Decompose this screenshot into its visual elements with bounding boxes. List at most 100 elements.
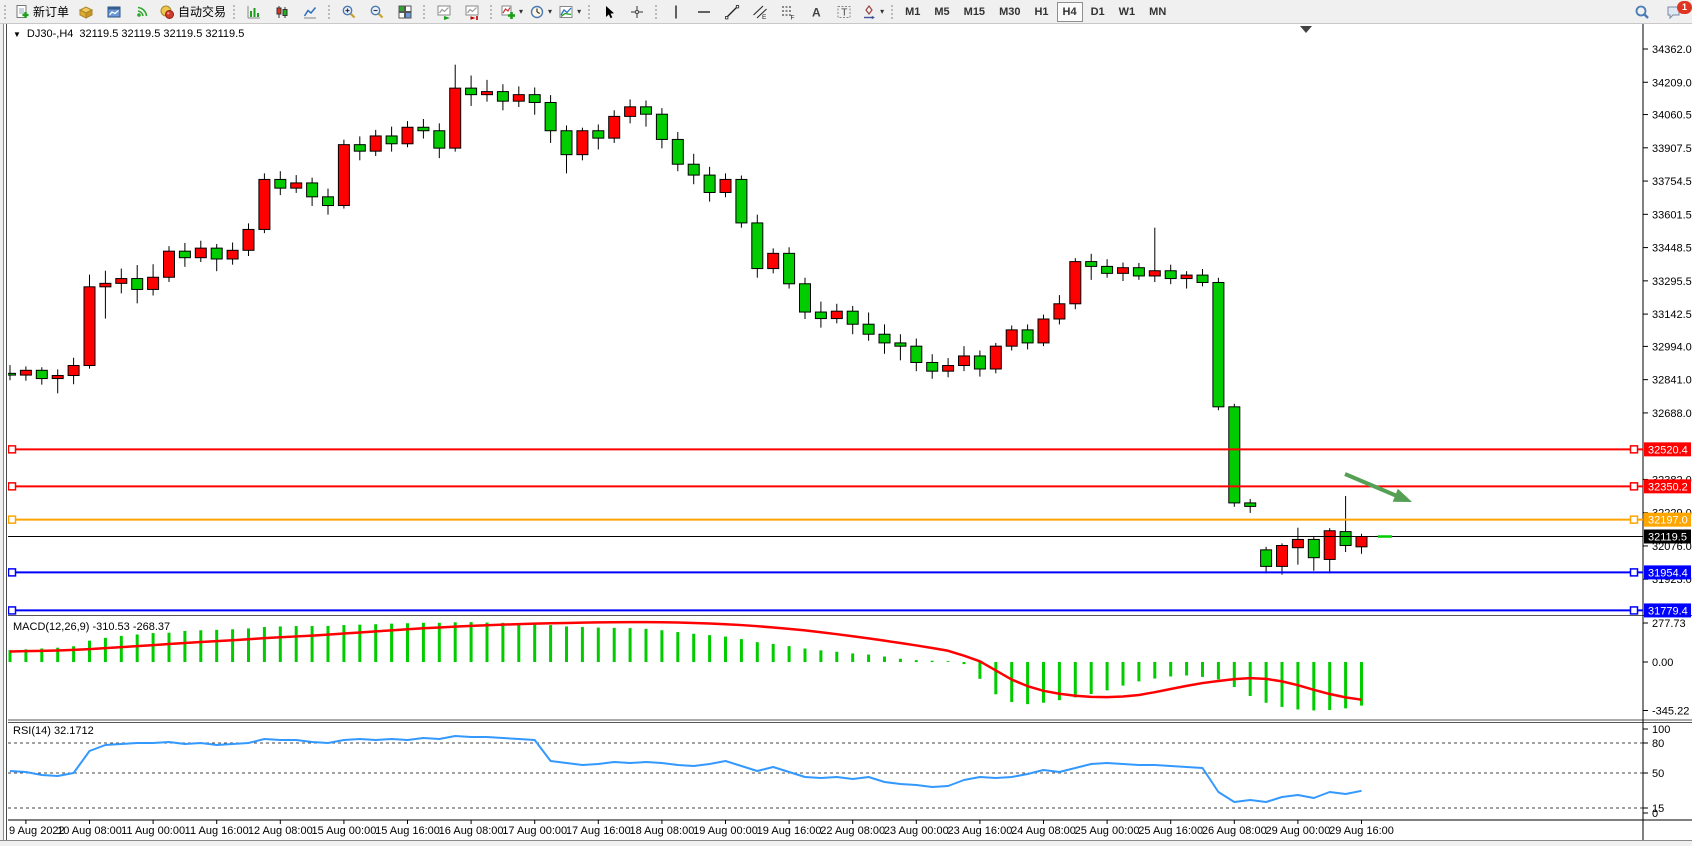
fibonacci-tool-button[interactable]: F xyxy=(774,1,802,23)
signals-icon xyxy=(137,6,148,17)
new-order-icon xyxy=(16,4,29,18)
notification-badge: 1 xyxy=(1677,0,1692,14)
toolbar-group-handle[interactable] xyxy=(489,3,494,20)
new-chart-button[interactable] xyxy=(100,1,128,23)
autotrading-button[interactable]: 自动交易 xyxy=(156,1,229,23)
svg-text:E: E xyxy=(762,14,767,20)
chart-window: ▼ DJ30-,H4 32119.5 32119.5 32119.5 32119… xyxy=(0,24,1692,846)
timeframe-button-w1[interactable]: W1 xyxy=(1118,5,1136,18)
new-order-button[interactable]: 新订单 xyxy=(11,1,72,23)
timeframe-button-m5[interactable]: M5 xyxy=(934,5,950,18)
toolbar-group-handle[interactable] xyxy=(422,3,427,20)
svg-text:23 Aug 00:00: 23 Aug 00:00 xyxy=(884,825,949,837)
toolbar-group-handle[interactable] xyxy=(890,3,895,20)
svg-text:18 Aug 08:00: 18 Aug 08:00 xyxy=(629,825,694,837)
templates-button[interactable]: ▾ xyxy=(555,1,584,23)
zoom-out-icon xyxy=(370,5,384,18)
svg-text:19 Aug 00:00: 19 Aug 00:00 xyxy=(693,825,758,837)
svg-text:32841.0: 32841.0 xyxy=(1652,375,1692,387)
svg-text:16 Aug 08:00: 16 Aug 08:00 xyxy=(439,825,504,837)
cursor-tool-button[interactable] xyxy=(595,1,623,23)
toolbar-group-handle[interactable] xyxy=(232,3,237,20)
text-label-tool-button[interactable]: T xyxy=(830,1,858,23)
macd-signal-line xyxy=(9,620,1362,701)
templates-icon xyxy=(559,5,573,18)
timeframe-button-mn[interactable]: MN xyxy=(1149,5,1167,18)
text-tool-button[interactable]: A xyxy=(802,1,830,23)
candles-icon xyxy=(276,5,288,18)
timeframe-button-m1[interactable]: M1 xyxy=(905,5,921,18)
svg-text:32350.2: 32350.2 xyxy=(1648,481,1688,493)
text-icon: A xyxy=(812,5,821,19)
window-frame-inner-line xyxy=(6,24,7,840)
svg-text:26 Aug 08:00: 26 Aug 08:00 xyxy=(1202,825,1267,837)
svg-text:31954.4: 31954.4 xyxy=(1648,567,1688,579)
chart-shift-icon xyxy=(465,5,479,20)
svg-text:0.00: 0.00 xyxy=(1652,657,1673,669)
toolbar-group-handle[interactable] xyxy=(587,3,592,20)
svg-text:10 Aug 08:00: 10 Aug 08:00 xyxy=(57,825,122,837)
trend-arrow-annotation[interactable] xyxy=(1344,472,1412,502)
svg-text:277.73: 277.73 xyxy=(1652,618,1686,630)
price-chart-canvas[interactable]: 34362.0 34209.0 34060.5 33907.5 33754.5 33601… xyxy=(8,24,1692,845)
svg-text:11 Aug 00:00: 11 Aug 00:00 xyxy=(121,825,185,837)
one-click-trading-expander-icon[interactable]: ▼ xyxy=(13,29,21,39)
svg-text:33448.5: 33448.5 xyxy=(1652,243,1692,255)
timeframe-button-d1[interactable]: D1 xyxy=(1090,5,1105,18)
bar-chart-button[interactable] xyxy=(240,1,268,23)
candlesticks[interactable] xyxy=(8,64,1368,575)
horizontal-line-tool-button[interactable] xyxy=(690,1,718,23)
macd-pane xyxy=(8,620,1363,711)
chart-shift-marker-icon[interactable] xyxy=(1300,26,1312,33)
svg-text:80: 80 xyxy=(1652,738,1664,750)
svg-text:33295.5: 33295.5 xyxy=(1652,276,1692,288)
svg-text:11 Aug 16:00: 11 Aug 16:00 xyxy=(185,825,249,837)
text-label-icon: T xyxy=(837,5,851,18)
channel-tool-button[interactable]: E xyxy=(746,1,774,23)
auto-scroll-button[interactable] xyxy=(430,1,458,23)
indicators-button[interactable]: ▾ xyxy=(497,1,526,23)
toolbar-group-handle[interactable] xyxy=(327,3,332,20)
svg-text:15: 15 xyxy=(1652,803,1664,815)
tile-windows-button[interactable] xyxy=(391,1,419,23)
svg-text:31779.4: 31779.4 xyxy=(1648,605,1688,617)
window-frame-left xyxy=(0,24,3,840)
zoom-out-button[interactable] xyxy=(363,1,391,23)
price-axis[interactable]: 34362.0 34209.0 34060.5 33907.5 33754.5 33601… xyxy=(1643,44,1692,820)
horizontal-line-objects[interactable] xyxy=(8,445,1643,615)
svg-text:34060.5: 34060.5 xyxy=(1652,110,1692,122)
zoom-in-button[interactable] xyxy=(335,1,363,23)
tile-windows-icon xyxy=(398,5,412,18)
candlestick-chart-button[interactable] xyxy=(268,1,296,23)
chart-ohlc-header: ▼ DJ30-,H4 32119.5 32119.5 32119.5 32119… xyxy=(11,28,247,40)
timeframe-button-m30[interactable]: M30 xyxy=(999,5,1021,18)
timeframe-button-h4[interactable]: H4 xyxy=(1056,1,1083,22)
trendline-tool-button[interactable] xyxy=(718,1,746,23)
svg-text:33601.5: 33601.5 xyxy=(1652,209,1692,221)
timeframe-button-h1[interactable]: H1 xyxy=(1034,5,1049,18)
chevron-down-icon: ▾ xyxy=(577,6,582,16)
svg-text:34362.0: 34362.0 xyxy=(1652,44,1692,56)
chart-shift-button[interactable] xyxy=(458,1,486,23)
toolbar-group-handle[interactable] xyxy=(654,3,659,20)
search-button[interactable] xyxy=(1628,1,1656,23)
timeframe-button-m15[interactable]: M15 xyxy=(963,5,986,18)
crosshair-tool-button[interactable] xyxy=(623,1,651,23)
svg-text:15 Aug 00:00: 15 Aug 00:00 xyxy=(311,825,376,837)
vertical-line-tool-button[interactable] xyxy=(662,1,690,23)
notifications-button[interactable]: 1 xyxy=(1660,0,1692,23)
svg-text:34209.0: 34209.0 xyxy=(1652,77,1692,89)
chevron-down-icon: ▾ xyxy=(519,6,524,16)
arrows-tool-button[interactable]: ▾ xyxy=(858,1,887,23)
periods-button[interactable]: ▾ xyxy=(526,1,555,23)
new-chart-icon xyxy=(107,6,121,17)
line-chart-button[interactable] xyxy=(296,1,324,23)
svg-text:32688.0: 32688.0 xyxy=(1652,408,1692,420)
toolbar-group-handle[interactable] xyxy=(3,3,7,20)
indicators-icon xyxy=(501,5,516,19)
autotrading-icon xyxy=(160,5,175,19)
market-watch-button[interactable] xyxy=(72,1,100,23)
zoom-in-icon xyxy=(342,5,356,18)
signals-button[interactable] xyxy=(128,1,156,23)
